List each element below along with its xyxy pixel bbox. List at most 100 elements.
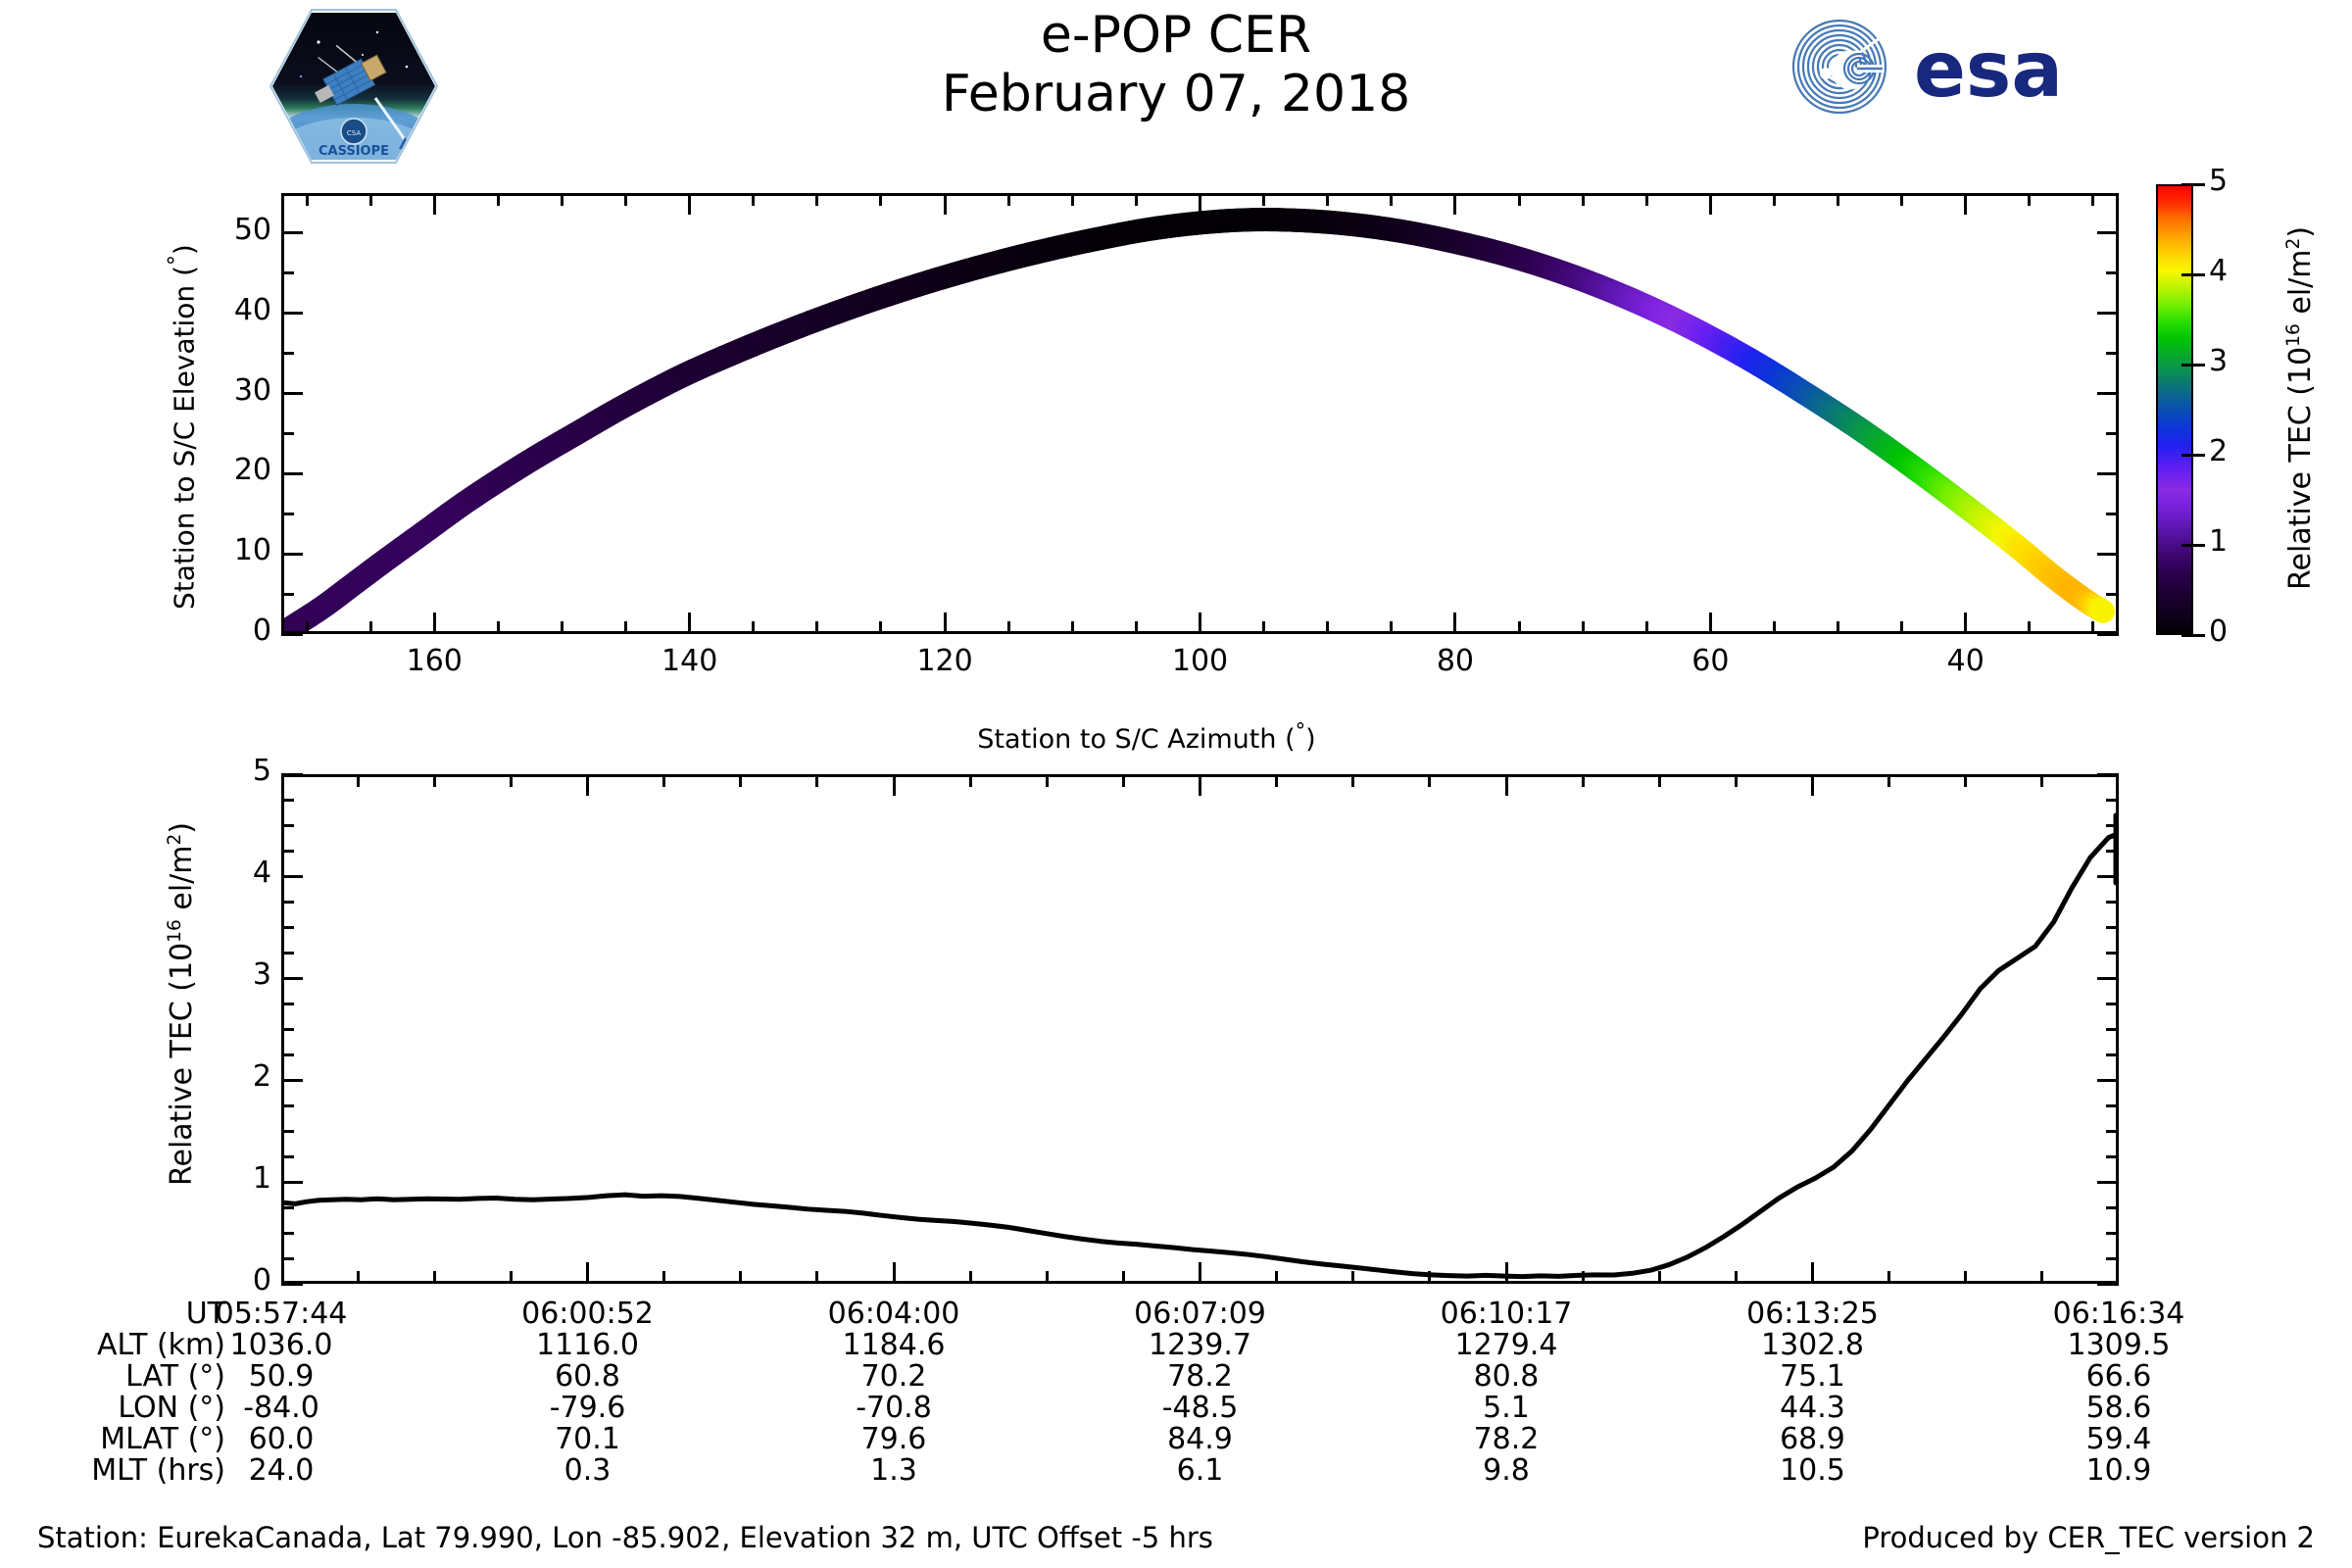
ytick-label: 0 bbox=[252, 1263, 271, 1298]
xtick-major bbox=[1964, 193, 1968, 215]
ytick-minor bbox=[281, 1027, 294, 1031]
xtick-minor bbox=[305, 193, 309, 206]
xtick-label: 80 bbox=[1436, 644, 1474, 678]
ytick-minor bbox=[2106, 352, 2119, 356]
table-cell: 78.2 bbox=[1473, 1422, 1540, 1456]
xtick-major bbox=[1708, 612, 1712, 634]
table-cell: 5.1 bbox=[1483, 1391, 1530, 1425]
xtick-minor bbox=[1428, 1271, 1432, 1284]
xtick-minor bbox=[1517, 193, 1521, 206]
ytick-minor bbox=[281, 271, 294, 275]
xtick-minor-top bbox=[1657, 774, 1661, 787]
ytick-major bbox=[281, 1078, 303, 1082]
xtick-minor bbox=[496, 193, 500, 206]
table-row: LON (°) -84.0 -79.6 -70.8 -48.5 5.1 44.3 58.6 bbox=[0, 1393, 2352, 1424]
colorbar-tick-label: 3 bbox=[2209, 344, 2229, 378]
table-row: ALT (km) 1036.0 1116.0 1184.6 1239.7 1279.4 13… bbox=[0, 1330, 2352, 1361]
ytick-minor bbox=[2106, 1129, 2119, 1133]
xtick-major bbox=[1708, 193, 1712, 215]
xtick-minor bbox=[1657, 1271, 1661, 1284]
table-cell: 05:57:44 bbox=[215, 1297, 348, 1331]
colorbar-tick-label: 1 bbox=[2209, 524, 2229, 559]
ytick-minor bbox=[2106, 1154, 2119, 1158]
xtick-minor-top bbox=[1887, 774, 1891, 787]
xtick-minor bbox=[968, 1271, 972, 1284]
xtick-minor bbox=[2091, 621, 2095, 634]
xtick-minor-top bbox=[1428, 774, 1432, 787]
xtick-minor bbox=[1644, 621, 1648, 634]
top-panel-ylabel: Station to S/C Elevation (°) bbox=[165, 244, 201, 610]
xtick-minor bbox=[2028, 621, 2032, 634]
xtick-minor bbox=[1734, 1271, 1738, 1284]
xtick-label: 100 bbox=[1171, 644, 1229, 678]
ephemeris-table: UT 05:57:44 06:00:52 06:04:00 06:07:09 06:10:… bbox=[0, 1298, 2352, 1487]
table-cell: 06:04:00 bbox=[827, 1297, 960, 1331]
xtick-minor bbox=[1351, 1271, 1355, 1284]
ytick-minor bbox=[281, 1129, 294, 1133]
xtick-major bbox=[1199, 612, 1201, 634]
ytick-major bbox=[281, 772, 303, 776]
ytick-minor bbox=[281, 849, 294, 853]
ytick-minor bbox=[281, 1053, 294, 1056]
xtick-minor bbox=[1134, 193, 1138, 206]
table-cell: 10.5 bbox=[1780, 1453, 1845, 1488]
xtick-major bbox=[943, 193, 947, 215]
table-cell: 06:10:17 bbox=[1440, 1297, 1573, 1331]
ytick-minor bbox=[2106, 1205, 2119, 1209]
ytick-major bbox=[2097, 392, 2119, 396]
table-cell: 75.1 bbox=[1780, 1359, 1845, 1394]
ytick-major bbox=[281, 552, 303, 556]
xtick-minor-top bbox=[432, 774, 436, 787]
table-cell: 6.1 bbox=[1176, 1453, 1224, 1488]
xtick-minor bbox=[752, 621, 756, 634]
table-cell: 58.6 bbox=[2085, 1391, 2152, 1425]
ytick-label: 3 bbox=[252, 957, 271, 992]
ytick-major bbox=[281, 231, 303, 235]
xtick-minor bbox=[1581, 193, 1585, 206]
ytick-minor bbox=[2106, 1103, 2119, 1107]
xtick-major bbox=[1811, 774, 1814, 796]
xtick-minor-top bbox=[1045, 774, 1049, 787]
table-cell: 1.3 bbox=[870, 1453, 917, 1488]
table-cell: 1239.7 bbox=[1149, 1328, 1251, 1362]
xtick-minor bbox=[739, 1271, 743, 1284]
xtick-major bbox=[281, 1262, 284, 1284]
table-cell: 06:16:34 bbox=[2052, 1297, 2185, 1331]
xtick-label: 160 bbox=[406, 644, 463, 678]
xtick-major bbox=[1453, 612, 1457, 634]
xtick-major bbox=[281, 774, 284, 796]
colorbar-tick bbox=[2181, 453, 2205, 457]
table-cell: 79.6 bbox=[860, 1422, 927, 1456]
colorbar-tick-label: 5 bbox=[2209, 164, 2229, 198]
table-cell: 9.8 bbox=[1483, 1453, 1530, 1488]
xtick-major bbox=[1811, 1262, 1814, 1284]
ytick-major bbox=[281, 976, 303, 980]
xtick-minor bbox=[1390, 621, 1394, 634]
xtick-minor bbox=[815, 621, 819, 634]
colorbar-tick bbox=[2181, 182, 2205, 186]
xtick-major bbox=[2116, 774, 2119, 796]
ytick-major bbox=[281, 1282, 303, 1286]
xtick-minor bbox=[560, 621, 564, 634]
xtick-minor bbox=[1070, 621, 1074, 634]
ytick-label: 0 bbox=[252, 613, 271, 648]
xtick-minor bbox=[662, 1271, 666, 1284]
xtick-minor-top bbox=[1734, 774, 1738, 787]
xtick-minor-top bbox=[1121, 774, 1125, 787]
xtick-minor bbox=[1006, 193, 1010, 206]
xtick-minor bbox=[1134, 621, 1138, 634]
ytick-major bbox=[2097, 471, 2119, 475]
xtick-minor bbox=[356, 1271, 360, 1284]
ytick-label: 20 bbox=[233, 453, 271, 488]
ytick-minor bbox=[2106, 1256, 2119, 1260]
xtick-major bbox=[586, 774, 589, 796]
xtick-major bbox=[943, 612, 947, 634]
tec-timeseries-plot bbox=[281, 774, 2119, 1284]
xtick-minor bbox=[1837, 621, 1840, 634]
ytick-label: 50 bbox=[233, 212, 271, 247]
colorbar-tick bbox=[2181, 633, 2205, 637]
xtick-major bbox=[1504, 1262, 1508, 1284]
xtick-label: 140 bbox=[662, 644, 718, 678]
xtick-minor bbox=[496, 621, 500, 634]
xtick-minor bbox=[1006, 621, 1010, 634]
